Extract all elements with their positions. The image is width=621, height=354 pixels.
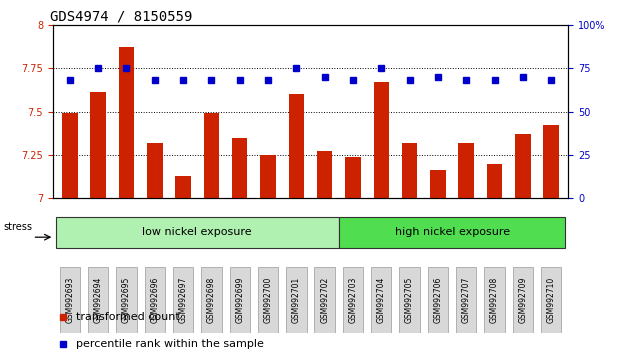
Bar bbox=[260, 155, 276, 198]
Text: percentile rank within the sample: percentile rank within the sample bbox=[76, 339, 264, 349]
Text: GSM992705: GSM992705 bbox=[405, 276, 414, 323]
FancyBboxPatch shape bbox=[286, 267, 307, 333]
Bar bbox=[430, 171, 446, 198]
Bar bbox=[204, 113, 219, 198]
Bar bbox=[543, 125, 559, 198]
FancyBboxPatch shape bbox=[428, 267, 448, 333]
Bar bbox=[62, 113, 78, 198]
Bar bbox=[119, 47, 134, 198]
Bar bbox=[232, 138, 248, 198]
Bar bbox=[317, 152, 332, 198]
Text: GSM992707: GSM992707 bbox=[462, 276, 471, 323]
FancyBboxPatch shape bbox=[371, 267, 391, 333]
Text: GDS4974 / 8150559: GDS4974 / 8150559 bbox=[50, 10, 193, 24]
Text: high nickel exposure: high nickel exposure bbox=[394, 227, 510, 237]
Bar bbox=[289, 94, 304, 198]
FancyBboxPatch shape bbox=[456, 267, 476, 333]
Bar bbox=[458, 143, 474, 198]
FancyBboxPatch shape bbox=[145, 267, 165, 333]
FancyBboxPatch shape bbox=[173, 267, 193, 333]
Bar bbox=[147, 143, 163, 198]
Bar bbox=[90, 92, 106, 198]
Text: GSM992695: GSM992695 bbox=[122, 276, 131, 323]
FancyBboxPatch shape bbox=[484, 267, 505, 333]
Text: GSM992694: GSM992694 bbox=[94, 276, 102, 323]
Bar bbox=[373, 82, 389, 198]
Text: GSM992696: GSM992696 bbox=[150, 276, 159, 323]
Text: GSM992699: GSM992699 bbox=[235, 276, 244, 323]
Text: GSM992700: GSM992700 bbox=[263, 276, 273, 323]
FancyBboxPatch shape bbox=[201, 267, 222, 333]
FancyBboxPatch shape bbox=[343, 267, 363, 333]
FancyBboxPatch shape bbox=[56, 217, 339, 248]
FancyBboxPatch shape bbox=[314, 267, 335, 333]
Bar bbox=[515, 134, 531, 198]
Text: GSM992698: GSM992698 bbox=[207, 276, 216, 323]
Text: GSM992710: GSM992710 bbox=[546, 276, 556, 323]
FancyBboxPatch shape bbox=[116, 267, 137, 333]
Bar bbox=[402, 143, 417, 198]
Text: GSM992706: GSM992706 bbox=[433, 276, 442, 323]
FancyBboxPatch shape bbox=[513, 267, 533, 333]
Text: GSM992701: GSM992701 bbox=[292, 276, 301, 323]
FancyBboxPatch shape bbox=[88, 267, 108, 333]
FancyBboxPatch shape bbox=[541, 267, 561, 333]
Text: low nickel exposure: low nickel exposure bbox=[142, 227, 252, 237]
Text: GSM992709: GSM992709 bbox=[519, 276, 527, 323]
Text: transformed count: transformed count bbox=[76, 312, 179, 322]
FancyBboxPatch shape bbox=[399, 267, 420, 333]
Text: GSM992697: GSM992697 bbox=[179, 276, 188, 323]
Text: GSM992702: GSM992702 bbox=[320, 276, 329, 323]
FancyBboxPatch shape bbox=[60, 267, 80, 333]
FancyBboxPatch shape bbox=[230, 267, 250, 333]
Bar bbox=[487, 164, 502, 198]
Text: GSM992708: GSM992708 bbox=[490, 276, 499, 323]
FancyBboxPatch shape bbox=[339, 217, 565, 248]
Bar bbox=[345, 156, 361, 198]
Text: GSM992703: GSM992703 bbox=[348, 276, 358, 323]
Text: GSM992693: GSM992693 bbox=[65, 276, 75, 323]
Bar bbox=[175, 176, 191, 198]
FancyBboxPatch shape bbox=[258, 267, 278, 333]
Text: stress: stress bbox=[3, 222, 32, 232]
Text: GSM992704: GSM992704 bbox=[377, 276, 386, 323]
